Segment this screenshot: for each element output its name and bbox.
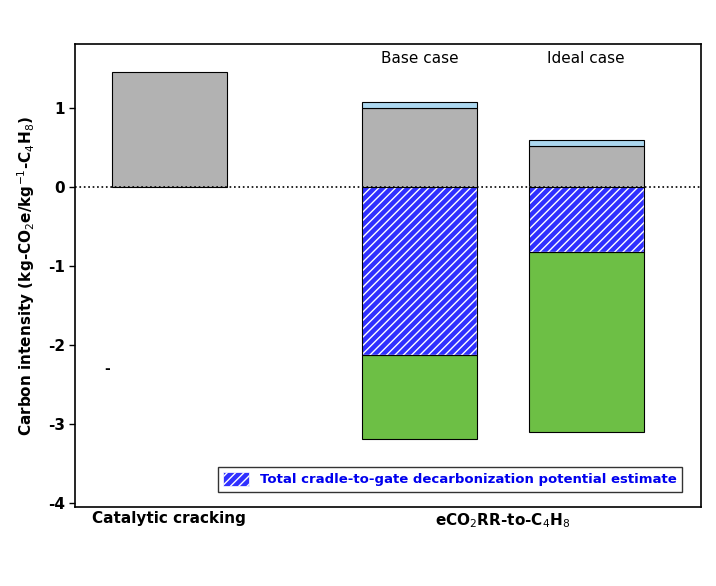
Y-axis label: Carbon intensity (kg-CO$_2$e/kg$^{-1}$-C$_4$H$_8$): Carbon intensity (kg-CO$_2$e/kg$^{-1}$-C…: [15, 116, 37, 436]
Bar: [529, 146, 644, 187]
Text: eCO$_2$RR-to-C$_4$H$_8$: eCO$_2$RR-to-C$_4$H$_8$: [435, 512, 571, 530]
Bar: [529, 140, 644, 146]
Text: Catalytic cracking: Catalytic cracking: [92, 512, 246, 526]
Text: Base case: Base case: [381, 52, 458, 66]
Bar: [529, 187, 644, 252]
Bar: [362, 356, 477, 438]
Bar: [362, 187, 477, 356]
Text: -: -: [104, 362, 110, 376]
Bar: [529, 252, 644, 432]
Bar: [362, 102, 477, 108]
Bar: [529, 187, 644, 252]
Bar: [362, 187, 477, 356]
Text: Ideal case: Ideal case: [548, 52, 625, 66]
Bar: [112, 72, 226, 187]
Bar: [362, 108, 477, 187]
Legend: Total cradle-to-gate decarbonization potential estimate: Total cradle-to-gate decarbonization pot…: [218, 467, 682, 492]
